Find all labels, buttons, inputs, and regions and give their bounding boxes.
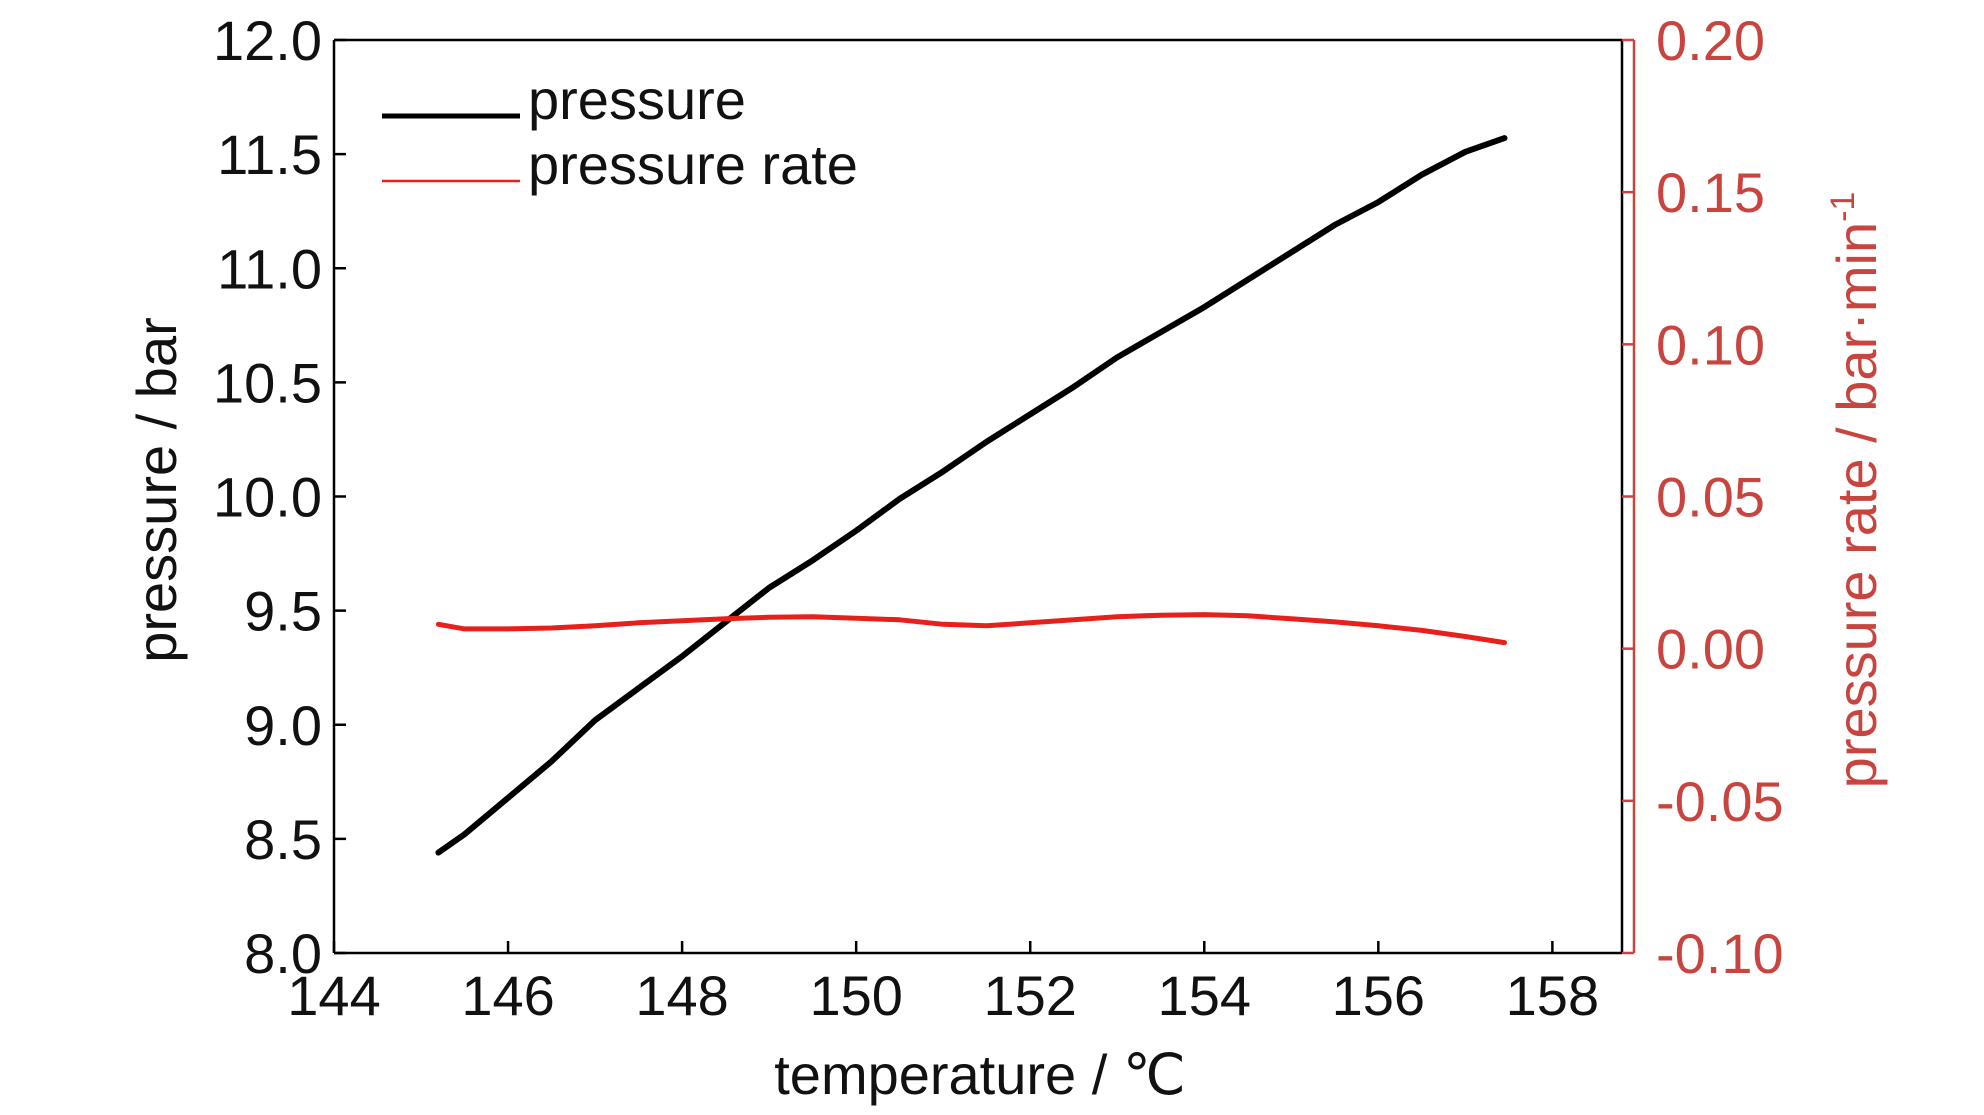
x-tick-label: 144 <box>287 964 380 1027</box>
y-right-tick-label: -0.10 <box>1656 922 1784 985</box>
y-right-tick-label: -0.05 <box>1656 770 1784 833</box>
y-right-tick-label: 0.20 <box>1656 9 1765 72</box>
x-tick-label: 150 <box>809 964 902 1027</box>
series-line-pressure <box>435 135 1508 856</box>
y-axis-right-title: pressure rate / bar·min-1 <box>1824 192 1888 789</box>
x-tick-label: 146 <box>461 964 554 1027</box>
y-right-tick-label: 0.05 <box>1656 466 1765 529</box>
y-left-tick-label: 9.5 <box>244 580 322 643</box>
y-right-tick-label: 0.15 <box>1656 161 1765 224</box>
legend-label-pressure: pressure <box>528 68 746 131</box>
y-left-tick-label: 11.0 <box>217 237 322 300</box>
x-tick-label: 156 <box>1332 964 1425 1027</box>
y-axis-left: 8.0 8.5 9.0 9.5 10.0 10.5 11.0 11.5 12.0 <box>213 9 346 985</box>
y-axis-left-title: pressure / bar <box>125 317 188 663</box>
y-left-tick-label: 9.0 <box>244 694 322 757</box>
y-right-tick-label: 0.10 <box>1656 313 1765 376</box>
x-axis: 144 146 148 150 152 154 156 158 <box>287 941 1599 1027</box>
x-tick-label: 148 <box>635 964 728 1027</box>
x-tick-label: 154 <box>1158 964 1251 1027</box>
y-axis-right-title-superscript: -1 <box>1824 192 1862 222</box>
x-axis-title: temperature / ℃ <box>774 1043 1186 1106</box>
x-tick-label: 158 <box>1506 964 1599 1027</box>
series-layer <box>435 135 1508 856</box>
y-axis-right: -0.10 -0.05 0.00 0.05 0.10 0.15 0.20 <box>1622 9 1784 985</box>
y-axis-right-title-main: pressure rate / bar·min <box>1825 222 1888 788</box>
y-left-tick-label: 10.0 <box>213 466 322 529</box>
x-tick-label: 152 <box>983 964 1076 1027</box>
legend-label-pressure-rate: pressure rate <box>528 133 858 196</box>
y-left-tick-label: 8.0 <box>244 922 322 985</box>
series-line-pressure-rate <box>435 612 1507 646</box>
y-left-tick-label: 10.5 <box>213 351 322 414</box>
y-left-tick-label: 12.0 <box>213 9 322 72</box>
y-left-tick-label: 8.5 <box>244 808 322 871</box>
y-left-tick-label: 11.5 <box>217 123 322 186</box>
y-right-tick-label: 0.00 <box>1656 618 1765 681</box>
